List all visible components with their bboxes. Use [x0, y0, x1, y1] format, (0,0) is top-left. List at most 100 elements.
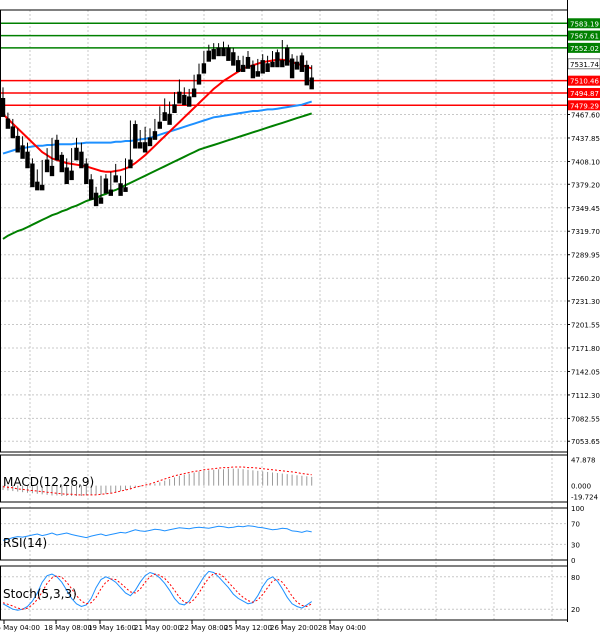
candle-body	[54, 139, 60, 161]
macd-tick-label: -19.724	[571, 493, 599, 501]
candle-body	[98, 197, 104, 204]
candle-body	[118, 183, 123, 196]
price-tick-label: 7289.95	[571, 252, 600, 260]
candle-body	[0, 98, 6, 117]
time-tick-label: 15 May 04:00	[0, 624, 40, 632]
price-tick-label: 7379.20	[571, 181, 600, 189]
candle-body	[245, 56, 251, 69]
candle-body	[103, 178, 109, 194]
candle-body	[260, 60, 265, 74]
level-flag	[568, 18, 600, 29]
rsi-tick-label: 70	[571, 521, 580, 529]
time-tick-label: 25 May 12:00	[224, 624, 272, 632]
candle-body	[10, 126, 15, 139]
price-tick-label: 7231.30	[571, 298, 600, 306]
candle-body	[182, 94, 187, 106]
candle-body	[231, 52, 236, 66]
time-tick-label: 26 May 20:00	[270, 624, 318, 632]
price-tick-label: 7082.55	[571, 415, 600, 423]
macd-signal-line	[2, 466, 312, 496]
candle-body	[226, 47, 231, 61]
candle-body	[265, 63, 270, 72]
level-flag	[568, 42, 600, 53]
rsi-tick-label: 30	[571, 541, 580, 549]
rsi-label: RSI(14)	[3, 536, 47, 550]
rsi-tick-label: 100	[571, 505, 584, 513]
candle-body	[304, 64, 309, 86]
price-tick-label: 7467.60	[571, 112, 600, 120]
candle-body	[35, 181, 40, 191]
candle-body	[280, 60, 285, 68]
time-tick-label: 22 May 08:00	[180, 624, 228, 632]
candle-body	[235, 60, 241, 72]
candle-body	[152, 131, 158, 140]
candle-body	[74, 147, 79, 161]
candle-body	[162, 112, 167, 121]
candle-body	[133, 124, 138, 149]
price-tick-label: 7171.80	[571, 345, 600, 353]
level-flag	[568, 100, 600, 111]
candle-body	[196, 74, 202, 85]
level-label: 7510.46	[570, 78, 599, 86]
candle-body	[167, 113, 172, 125]
candle-body	[25, 151, 30, 169]
candle-body	[89, 179, 94, 200]
candle-body	[275, 52, 280, 68]
candle-body	[211, 49, 216, 60]
candle-body	[255, 71, 260, 77]
candle-body	[309, 77, 314, 90]
time-tick-label: 18 May 08:00	[44, 624, 92, 632]
level-label: 7583.19	[570, 20, 599, 28]
candle-body	[30, 163, 35, 188]
candle-body	[289, 58, 295, 79]
price-tick-label: 7408.10	[571, 158, 600, 166]
candle-body	[64, 167, 69, 185]
price-tick-label: 7112.30	[571, 392, 600, 400]
level-label: 7479.29	[570, 102, 599, 110]
level-flag	[568, 75, 600, 86]
candle-body	[191, 88, 197, 98]
price-tick-label: 7260.20	[571, 275, 600, 283]
stoch-tick-label: 20	[571, 606, 580, 614]
price-tick-label: 7319.70	[571, 228, 600, 236]
candle-body	[201, 63, 207, 74]
time-tick-label: 19 May 16:00	[88, 624, 136, 632]
candle-body	[40, 184, 45, 191]
candle-body	[108, 189, 113, 196]
candle-body	[142, 142, 148, 153]
candle-body	[157, 121, 162, 129]
candle-body	[49, 165, 55, 177]
candle-body	[5, 118, 11, 129]
price-tick-label: 7349.45	[571, 205, 600, 213]
ma-mid-line	[2, 100, 312, 155]
rsi-tick-label: 0	[571, 557, 575, 565]
candle-body	[250, 64, 256, 79]
candle-body	[284, 47, 290, 66]
time-tick-label: 28 May 04:00	[318, 624, 366, 632]
price-tick-label: 7142.05	[571, 368, 600, 376]
candle-body	[147, 137, 153, 147]
candle-body	[79, 151, 84, 169]
candle-body	[270, 61, 275, 68]
level-label: 7552.02	[570, 45, 599, 53]
ma-fast-line	[2, 58, 313, 173]
candle-body	[44, 159, 50, 173]
candle-body	[69, 170, 74, 181]
candle-body	[216, 47, 221, 57]
level-label: 7494.87	[570, 90, 599, 98]
price-tick-label: 7437.85	[571, 135, 600, 143]
candle-body	[177, 91, 182, 104]
rsi-line	[2, 525, 312, 541]
price-tick-label: 7201.55	[571, 321, 600, 329]
candle-body	[206, 50, 211, 62]
ma-slow-line	[2, 112, 313, 240]
candle-body	[59, 154, 64, 173]
macd-tick-label: 0.000	[571, 483, 591, 491]
candle-body	[15, 135, 20, 153]
candle-body	[20, 145, 25, 159]
macd-label: MACD(12,26,9)	[3, 475, 94, 489]
time-tick-label: 21 May 00:00	[134, 624, 182, 632]
macd-tick-label: 47.878	[571, 456, 596, 464]
